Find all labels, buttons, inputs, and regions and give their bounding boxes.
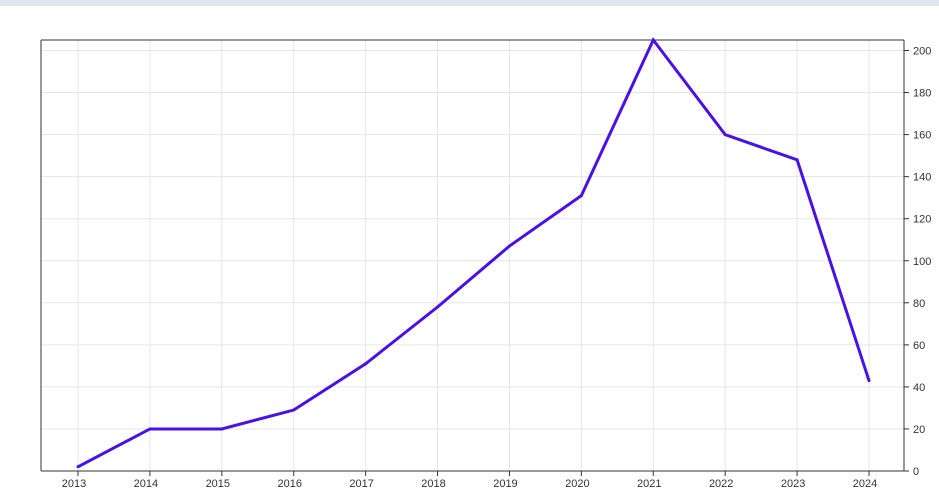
x-tick-label: 2016 [277, 478, 301, 490]
y-tick-label: 140 [913, 172, 931, 184]
y-tick-label: 40 [913, 382, 925, 394]
y-axis: 0 20 40 60 80 100 120 140 160 180 200 [904, 46, 931, 478]
data-point [579, 194, 583, 198]
y-tick-label: 120 [913, 214, 931, 226]
data-point [651, 38, 655, 42]
data-point [148, 427, 152, 431]
x-tick-label: 2020 [565, 478, 589, 490]
y-tick-label: 180 [913, 88, 931, 100]
y-tick-label: 80 [913, 298, 925, 310]
x-tick-label: 2024 [853, 478, 877, 490]
data-point [436, 305, 440, 309]
data-point [220, 427, 224, 431]
series-group [76, 37, 871, 469]
x-tick-label: 2021 [637, 478, 661, 490]
x-axis: 2013 2014 2015 2016 2017 2018 2019 2020 2021 2022… [62, 471, 877, 490]
x-tick-label: 2023 [781, 478, 805, 490]
x-tick-label: 2013 [62, 478, 86, 490]
grid-lines [41, 40, 904, 472]
x-tick-label: 2022 [709, 478, 733, 490]
data-point [76, 465, 80, 469]
y-tick-label: 20 [913, 424, 925, 436]
y-tick-label: 100 [913, 256, 931, 268]
chart-axes [40, 39, 905, 472]
series-line [77, 37, 871, 469]
data-point [292, 408, 296, 412]
data-point [507, 244, 511, 248]
y-tick-label: 200 [913, 46, 931, 58]
x-tick-label: 2019 [493, 478, 517, 490]
data-point [795, 158, 799, 162]
data-point [364, 362, 368, 366]
y-tick-label: 0 [913, 466, 919, 478]
x-tick-label: 2015 [206, 478, 230, 490]
chart-background [0, 6, 939, 504]
y-tick-label: 160 [913, 130, 931, 142]
y-tick-label: 60 [913, 340, 925, 352]
x-tick-label: 2018 [421, 478, 445, 490]
data-point [867, 379, 871, 383]
x-tick-label: 2014 [134, 478, 158, 490]
data-point [723, 133, 727, 137]
x-tick-label: 2017 [349, 478, 373, 490]
